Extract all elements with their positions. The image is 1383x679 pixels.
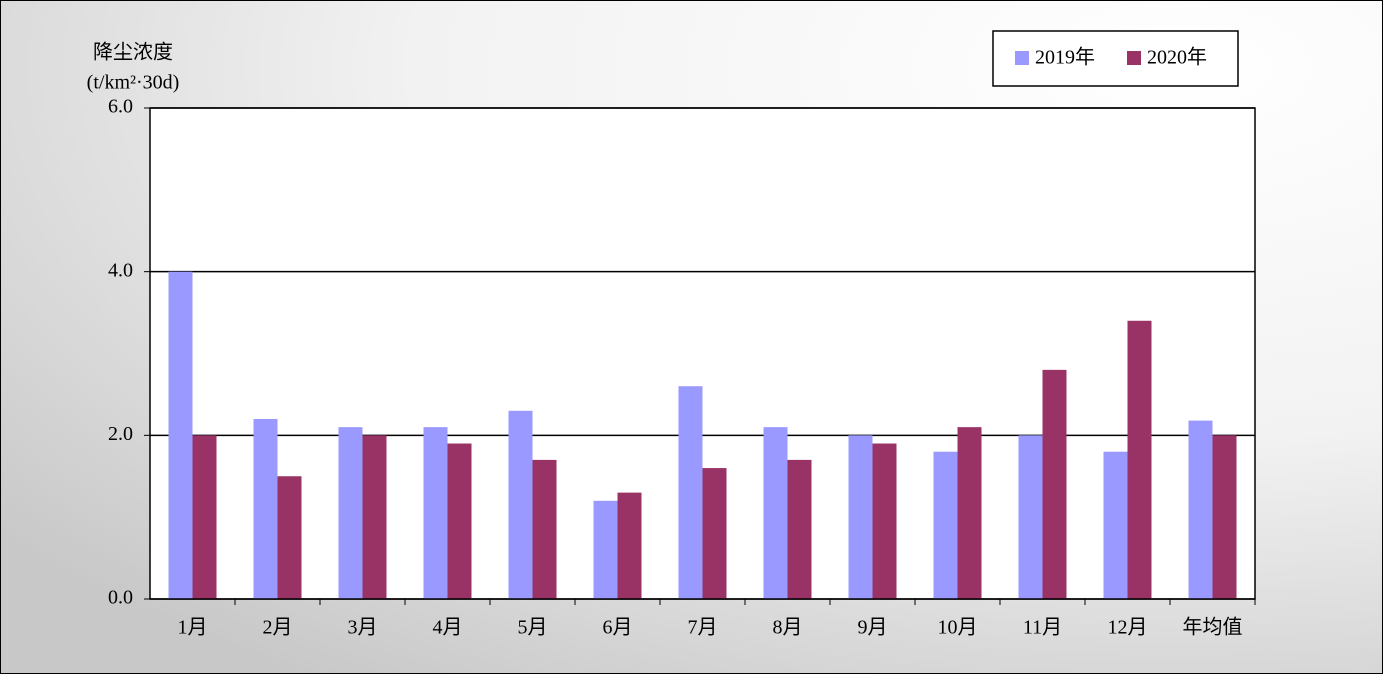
y-axis-unit: (t/km²·30d) <box>87 72 180 94</box>
x-tick-label: 3月 <box>348 617 378 639</box>
bar <box>192 435 217 599</box>
bar <box>168 271 193 599</box>
bar <box>1212 435 1237 599</box>
bar <box>702 468 727 599</box>
bar <box>933 451 958 599</box>
y-tick-label: 2.0 <box>108 423 133 445</box>
bar <box>277 476 302 599</box>
legend <box>992 30 1239 87</box>
x-tick-label: 10月 <box>938 617 978 639</box>
x-tick-label: 年均值 <box>1183 616 1243 639</box>
bar <box>253 418 278 599</box>
bar <box>763 427 788 599</box>
x-tick-label: 12月 <box>1108 617 1148 639</box>
legend-swatch <box>1127 51 1141 65</box>
bar <box>1127 320 1152 599</box>
y-tick-label: 4.0 <box>108 259 133 281</box>
y-tick-label: 6.0 <box>108 96 133 118</box>
plot-border <box>149 107 1256 600</box>
x-tick-label: 2月 <box>263 617 293 639</box>
bar <box>1188 420 1213 599</box>
x-tick-label: 5月 <box>518 617 548 639</box>
x-tick-label: 6月 <box>603 617 633 639</box>
bar <box>423 427 448 599</box>
bar <box>508 410 533 599</box>
bar <box>362 435 387 599</box>
x-tick-label: 9月 <box>858 617 888 639</box>
bar <box>617 492 642 599</box>
x-tick-label: 7月 <box>688 617 718 639</box>
legend-label: 2020年 <box>1147 46 1207 69</box>
bar <box>1042 369 1067 599</box>
bar <box>338 427 363 599</box>
bar <box>1103 451 1128 599</box>
bar <box>532 459 557 599</box>
bar <box>678 386 703 599</box>
y-axis-title: 降尘浓度 <box>93 41 173 64</box>
y-tick-label: 0.0 <box>108 587 133 609</box>
x-tick-label: 4月 <box>433 617 463 639</box>
bar <box>957 427 982 599</box>
bar <box>593 500 618 599</box>
x-tick-label: 1月 <box>178 617 208 639</box>
bar <box>872 443 897 599</box>
legend-swatch <box>1015 51 1029 65</box>
legend-label: 2019年 <box>1035 46 1095 69</box>
x-tick-label: 11月 <box>1023 617 1062 639</box>
bar <box>1018 435 1043 599</box>
bar <box>447 443 472 599</box>
x-tick-label: 8月 <box>773 617 803 639</box>
bar <box>848 435 873 599</box>
bar <box>787 459 812 599</box>
